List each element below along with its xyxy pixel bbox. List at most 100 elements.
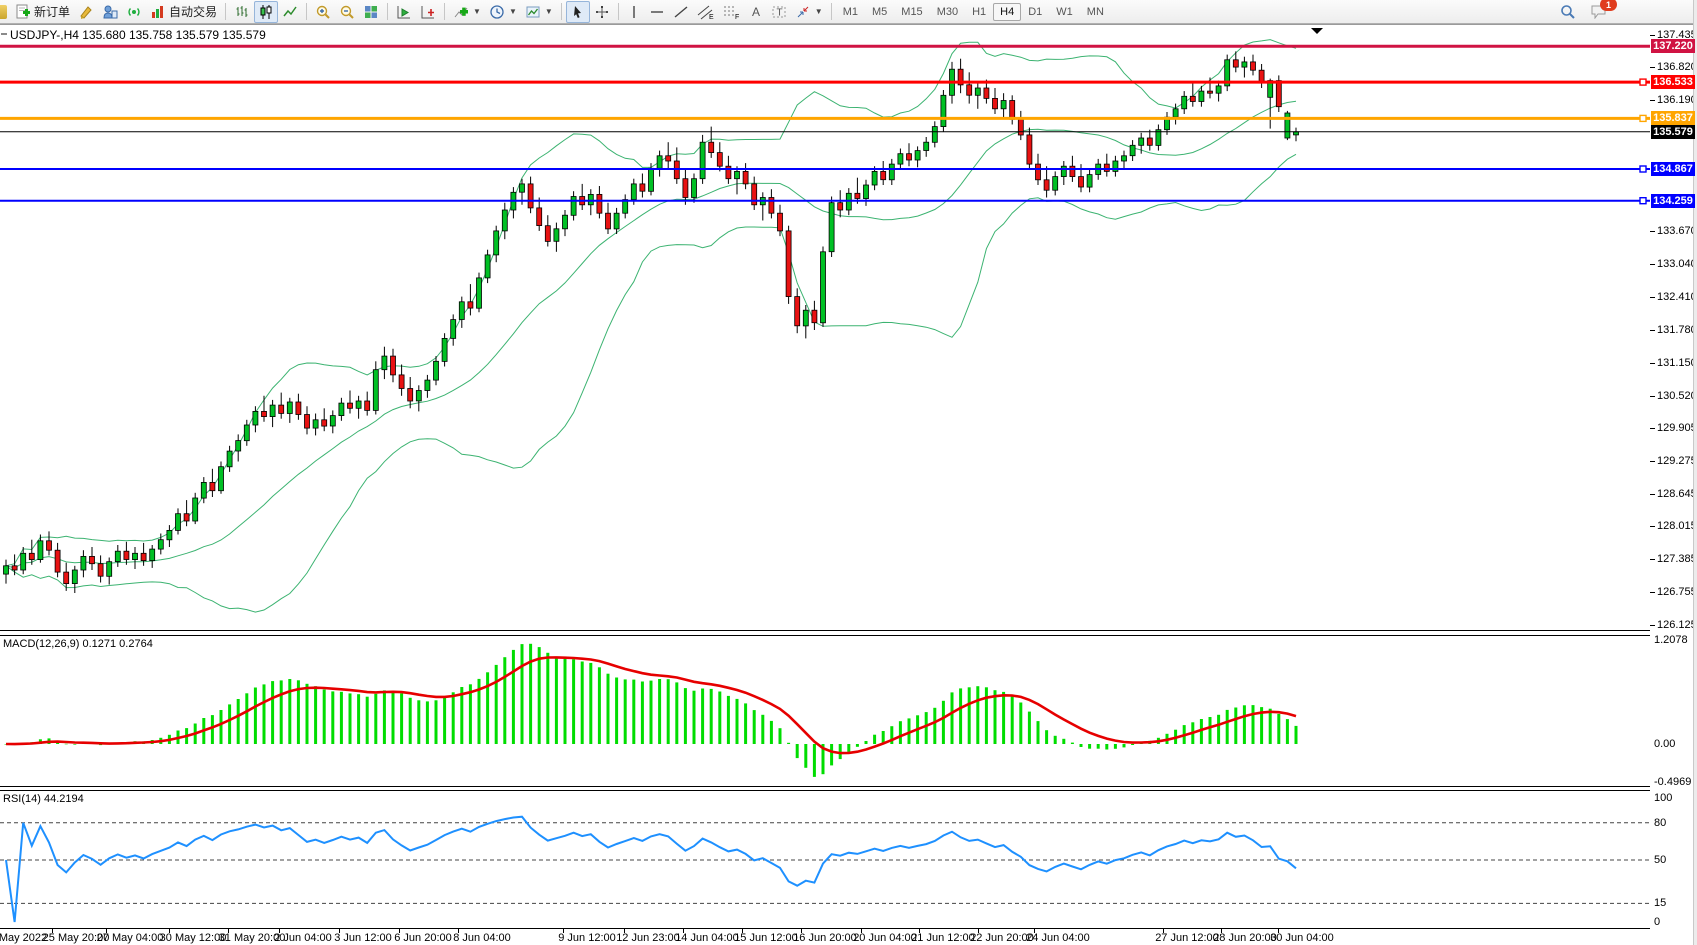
autotrading-button[interactable]: 自动交易: [146, 1, 221, 23]
price-tick-label: 129.275: [1657, 455, 1697, 467]
indicators-button[interactable]: ▼: [449, 1, 485, 23]
time-axis-label: 15 Jun 12:00: [734, 932, 798, 944]
price-tick-label: 129.905: [1657, 422, 1697, 434]
time-axis[interactable]: May 2022 25 May 20:00 27 May 04:00 30 Ma…: [0, 929, 1650, 945]
vertical-line-tool-button[interactable]: [623, 1, 645, 23]
macd-panel[interactable]: [0, 635, 1650, 786]
time-tick: [563, 929, 564, 933]
svg-text:E: E: [709, 14, 714, 20]
price-tick: [1650, 559, 1655, 560]
price-tick: [1650, 526, 1655, 527]
time-axis-label: 9 Jun 12:00: [558, 932, 616, 944]
arrows-tool-button[interactable]: ▼: [791, 1, 827, 23]
zoom-in-button[interactable]: [311, 1, 335, 23]
crosshair-tool-button[interactable]: [590, 1, 614, 23]
text-label-icon: T: [772, 6, 786, 18]
clipped-toolbar-icon: [0, 4, 7, 19]
current-price-badge: 135.579: [1651, 125, 1695, 139]
price-level-badge: 137.220: [1651, 39, 1695, 53]
timeframe-button-m5[interactable]: M5: [872, 5, 888, 18]
toolbar-divider: [0, 24, 1693, 25]
auto-scroll-icon: [397, 5, 411, 18]
price-tick: [1650, 297, 1655, 298]
time-tick: [624, 929, 625, 933]
toolbar-separator: [225, 3, 227, 20]
new-order-label: 新订单: [34, 5, 71, 19]
horizontal-line-tool-button[interactable]: [645, 1, 669, 23]
timeframe-button-m30[interactable]: M30: [936, 5, 959, 18]
rsi-panel[interactable]: [0, 790, 1650, 928]
price-tick-label: 126.755: [1657, 586, 1697, 598]
tile-windows-button[interactable]: [359, 1, 383, 23]
timeframe-button-h4[interactable]: H4: [993, 2, 1022, 21]
price-tick-label: 128.645: [1657, 488, 1697, 500]
search-icon[interactable]: [1560, 4, 1576, 20]
signals-button[interactable]: [122, 1, 146, 23]
chart-shift-button[interactable]: [416, 1, 440, 23]
time-tick: [1221, 929, 1222, 933]
timeframe-button-h1[interactable]: H1: [972, 5, 987, 18]
time-tick: [339, 929, 340, 933]
price-level-badge: 136.533: [1651, 75, 1695, 89]
price-axis[interactable]: 137.435 136.820 136.190 133.670 133.040 …: [1650, 25, 1697, 945]
periods-button[interactable]: ▼: [485, 1, 521, 23]
autotrading-label: 自动交易: [169, 5, 218, 19]
main-price-chart[interactable]: [0, 25, 1650, 630]
notification-count-badge: 1: [1600, 0, 1617, 11]
toolbar-separator: [830, 3, 832, 20]
time-tick: [169, 929, 170, 933]
candlestick-mode-button[interactable]: [254, 0, 279, 23]
timeframe-button-mn[interactable]: MN: [1086, 5, 1104, 18]
rsi-axis-label: 100: [1654, 792, 1673, 804]
price-level-badge: 134.867: [1651, 162, 1695, 176]
text-tool-button[interactable]: A: [745, 1, 767, 23]
toolbar-separator: [306, 3, 308, 20]
metaeditor-icon: [80, 5, 92, 19]
time-tick: [1034, 929, 1035, 933]
timeframe-button-w1[interactable]: W1: [1056, 5, 1073, 18]
notifications-button[interactable]: 1: [1590, 0, 1617, 19]
price-tick: [1650, 264, 1655, 265]
equidistant-channel-tool-button[interactable]: E: [693, 1, 719, 23]
equidistant-channel-icon: E: [697, 5, 714, 20]
timeframe-button-m15[interactable]: M15: [901, 5, 923, 18]
bar-chart-mode-button[interactable]: [230, 1, 254, 23]
time-tick: [861, 929, 862, 933]
price-tick: [1650, 396, 1655, 397]
timeframe-button-d1[interactable]: D1: [1028, 5, 1043, 18]
vertical-line-icon: [633, 5, 635, 18]
candlestick-icon: [260, 4, 272, 19]
panel-separator: [0, 630, 1693, 631]
price-tick-label: 133.670: [1657, 225, 1697, 237]
time-axis-label: 30 Jun 04:00: [1270, 932, 1334, 944]
time-tick: [1163, 929, 1164, 933]
chart-shift-marker: [1311, 28, 1323, 34]
time-axis-label: 8 Jun 04:00: [453, 932, 511, 944]
cursor-icon: [573, 5, 581, 18]
fibonacci-tool-button[interactable]: F: [719, 1, 745, 23]
auto-scroll-button[interactable]: [392, 1, 416, 23]
line-chart-mode-button[interactable]: [278, 1, 302, 23]
rsi-indicator-label: RSI(14) 44.2194: [3, 793, 84, 805]
chevron-down-icon: ▼: [814, 7, 823, 16]
strategy-tester-button[interactable]: [98, 1, 122, 23]
price-tick-label: 131.780: [1657, 324, 1697, 336]
templates-button[interactable]: ▼: [521, 1, 557, 23]
time-tick: [801, 929, 802, 933]
trendline-tool-button[interactable]: [669, 1, 693, 23]
svg-text:T: T: [776, 7, 782, 18]
rsi-axis-label: 15: [1654, 897, 1667, 909]
timeframe-button-m1[interactable]: M1: [842, 5, 858, 18]
text-label-tool-button[interactable]: T: [767, 1, 791, 23]
price-tick-label: 126.125: [1657, 619, 1697, 631]
time-axis-label: 27 May 04:00: [96, 932, 164, 944]
price-tick-label: 133.040: [1657, 258, 1697, 270]
time-tick: [742, 929, 743, 933]
metaeditor-button[interactable]: [74, 1, 98, 23]
new-order-button[interactable]: 新订单: [11, 1, 74, 23]
zoom-out-button[interactable]: [335, 1, 359, 23]
time-axis-label: 16 Jun 20:00: [793, 932, 857, 944]
cursor-tool-button[interactable]: [565, 0, 590, 23]
toolbar-separator: [444, 3, 446, 20]
